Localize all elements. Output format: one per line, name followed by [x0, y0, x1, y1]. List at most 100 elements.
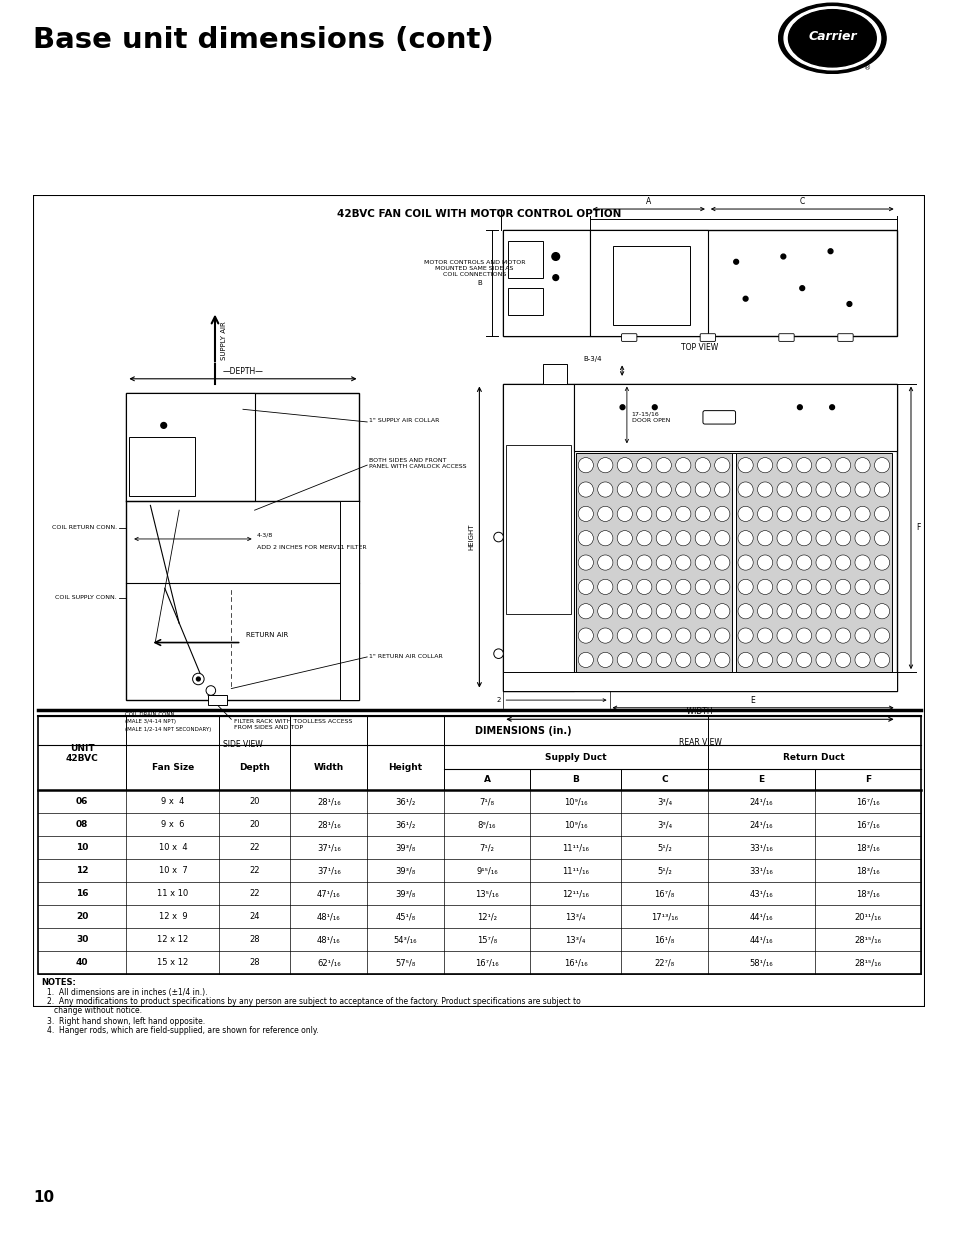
Circle shape [827, 248, 832, 253]
Circle shape [656, 604, 671, 619]
Circle shape [738, 627, 753, 643]
Circle shape [656, 482, 671, 498]
Circle shape [617, 627, 632, 643]
Text: 3³/₄: 3³/₄ [657, 798, 671, 806]
Circle shape [835, 627, 850, 643]
Text: 16⁷/₈: 16⁷/₈ [654, 889, 674, 898]
Circle shape [738, 604, 753, 619]
Circle shape [796, 555, 811, 571]
Text: 22: 22 [250, 889, 260, 898]
Circle shape [714, 627, 729, 643]
Circle shape [675, 652, 690, 668]
Text: 28¹/₁₆: 28¹/₁₆ [316, 820, 340, 829]
Text: 43¹/₁₆: 43¹/₁₆ [749, 889, 772, 898]
Text: NOTES:: NOTES: [41, 978, 76, 987]
Text: 39³/₈: 39³/₈ [395, 866, 416, 876]
Circle shape [714, 506, 729, 521]
Text: 10: 10 [33, 1191, 54, 1205]
Text: 10: 10 [76, 844, 89, 852]
Circle shape [695, 458, 710, 473]
Circle shape [796, 604, 811, 619]
Circle shape [815, 482, 830, 498]
Circle shape [617, 652, 632, 668]
Text: 62¹/₁₆: 62¹/₁₆ [316, 958, 340, 967]
Bar [503, 384, 896, 690]
Circle shape [714, 458, 729, 473]
Text: 36¹/₂: 36¹/₂ [395, 820, 416, 829]
Circle shape [714, 482, 729, 498]
Circle shape [598, 652, 612, 668]
Text: 10 x  4: 10 x 4 [158, 844, 187, 852]
Circle shape [695, 604, 710, 619]
Circle shape [815, 506, 830, 521]
Circle shape [776, 579, 791, 594]
Circle shape [598, 555, 612, 571]
Circle shape [675, 627, 690, 643]
Text: 8⁹/₁₆: 8⁹/₁₆ [477, 820, 496, 829]
Text: 48¹/₁₆: 48¹/₁₆ [316, 913, 340, 921]
Circle shape [738, 482, 753, 498]
Circle shape [652, 405, 657, 410]
Circle shape [874, 458, 889, 473]
Circle shape [598, 579, 612, 594]
Circle shape [675, 604, 690, 619]
Text: TOP VIEW: TOP VIEW [680, 343, 718, 352]
Text: 18³/₁₆: 18³/₁₆ [855, 844, 879, 852]
Text: 48¹/₁₆: 48¹/₁₆ [316, 935, 340, 945]
Circle shape [854, 627, 869, 643]
Circle shape [874, 627, 889, 643]
Bar [574, 384, 896, 451]
Bar [130, 437, 194, 495]
Text: Supply Duct: Supply Duct [544, 752, 606, 762]
Text: C: C [799, 198, 804, 206]
Text: 44¹/₁₆: 44¹/₁₆ [749, 935, 772, 945]
Text: 12¹¹/₁₆: 12¹¹/₁₆ [561, 889, 589, 898]
Text: DIMENSIONS (in.): DIMENSIONS (in.) [475, 726, 571, 736]
Circle shape [552, 253, 559, 261]
Circle shape [196, 677, 200, 680]
Text: (MALE 1/2-14 NPT SECONDARY): (MALE 1/2-14 NPT SECONDARY) [125, 727, 211, 732]
Circle shape [835, 604, 850, 619]
Circle shape [738, 506, 753, 521]
Text: F: F [915, 524, 920, 532]
Text: 20: 20 [250, 820, 260, 829]
FancyBboxPatch shape [700, 333, 715, 341]
Circle shape [815, 652, 830, 668]
Text: 10 x  7: 10 x 7 [158, 866, 187, 876]
Text: 16⁷/₁₆: 16⁷/₁₆ [475, 958, 498, 967]
Text: C: C [660, 776, 667, 784]
Circle shape [815, 579, 830, 594]
Circle shape [776, 506, 791, 521]
Bar [508, 288, 542, 315]
Text: 10⁹/₁₆: 10⁹/₁₆ [563, 798, 587, 806]
Circle shape [675, 579, 690, 594]
Text: 57⁵/₈: 57⁵/₈ [395, 958, 416, 967]
Bar [576, 453, 891, 672]
Text: 11¹¹/₁₆: 11¹¹/₁₆ [561, 866, 589, 876]
Text: 3.  Right hand shown, left hand opposite.: 3. Right hand shown, left hand opposite. [47, 1016, 205, 1025]
Text: 30: 30 [76, 935, 89, 945]
Text: 28: 28 [250, 958, 260, 967]
Circle shape [598, 531, 612, 546]
Circle shape [206, 685, 215, 695]
Text: 16: 16 [76, 889, 89, 898]
Text: 20¹¹/₁₆: 20¹¹/₁₆ [854, 913, 881, 921]
Text: A: A [483, 776, 490, 784]
Text: 15⁷/₈: 15⁷/₈ [476, 935, 497, 945]
Text: 17-15/16
DOOR OPEN: 17-15/16 DOOR OPEN [631, 412, 669, 422]
Text: 9 x  6: 9 x 6 [161, 820, 185, 829]
Text: 7¹/₈: 7¹/₈ [479, 798, 494, 806]
Circle shape [714, 604, 729, 619]
Circle shape [835, 458, 850, 473]
Text: 9¹⁵/₁₆: 9¹⁵/₁₆ [476, 866, 497, 876]
Text: UNIT
42BVC: UNIT 42BVC [66, 743, 98, 763]
Circle shape [854, 458, 869, 473]
Bar [38, 716, 920, 974]
Circle shape [578, 531, 593, 546]
Circle shape [617, 482, 632, 498]
Text: 16⁷/₁₆: 16⁷/₁₆ [855, 820, 879, 829]
Circle shape [733, 259, 738, 264]
Bar [508, 241, 542, 278]
Circle shape [738, 458, 753, 473]
Text: Return Duct: Return Duct [782, 752, 844, 762]
